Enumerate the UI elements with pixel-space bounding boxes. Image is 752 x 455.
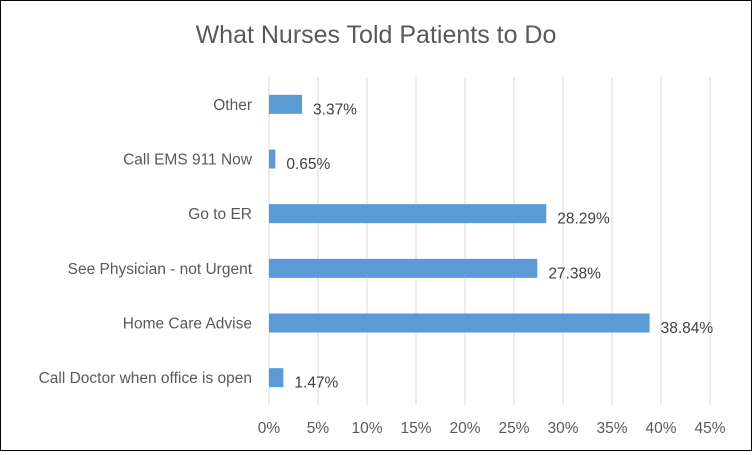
gridlines [268, 77, 711, 405]
bar [269, 204, 547, 224]
x-tick-label: 10% [351, 420, 382, 437]
bar [269, 258, 538, 278]
data-label: 3.37% [313, 101, 357, 118]
chart-title: What Nurses Told Patients to Do [196, 21, 557, 49]
x-tick-label: 0% [258, 420, 281, 437]
bar [269, 313, 650, 333]
category-labels: Other Call EMS 911 Now Go to ER See Physici… [39, 97, 253, 387]
category-label: See Physician - not Urgent [68, 261, 253, 278]
bar [269, 94, 303, 114]
data-label: 1.47% [294, 375, 338, 392]
data-label: 38.84% [661, 320, 714, 337]
x-tick-label: 40% [645, 420, 676, 437]
x-tick-label: 45% [694, 420, 725, 437]
x-tick-label: 20% [449, 420, 480, 437]
x-tick-label: 5% [307, 420, 330, 437]
data-label: 27.38% [548, 265, 601, 282]
data-labels: 3.37% 0.65% 28.29% 27.38% 38.84% 1.47% [286, 101, 713, 391]
category-label: Other [213, 97, 252, 114]
data-label: 28.29% [557, 211, 610, 228]
bar [269, 149, 276, 169]
data-label: 0.65% [286, 156, 330, 173]
x-tick-label: 15% [400, 420, 431, 437]
x-tick-label: 25% [498, 420, 529, 437]
x-tick-label: 30% [547, 420, 578, 437]
x-axis-tick-labels: 0% 5% 10% 15% 20% 25% 30% 35% 40% 45% [258, 420, 726, 437]
x-tick-label: 35% [596, 420, 627, 437]
bar [269, 368, 284, 388]
bars [269, 94, 650, 388]
category-label: Call Doctor when office is open [39, 370, 252, 387]
category-label: Home Care Advise [123, 316, 252, 333]
category-label: Go to ER [188, 206, 252, 223]
category-label: Call EMS 911 Now [123, 152, 253, 169]
